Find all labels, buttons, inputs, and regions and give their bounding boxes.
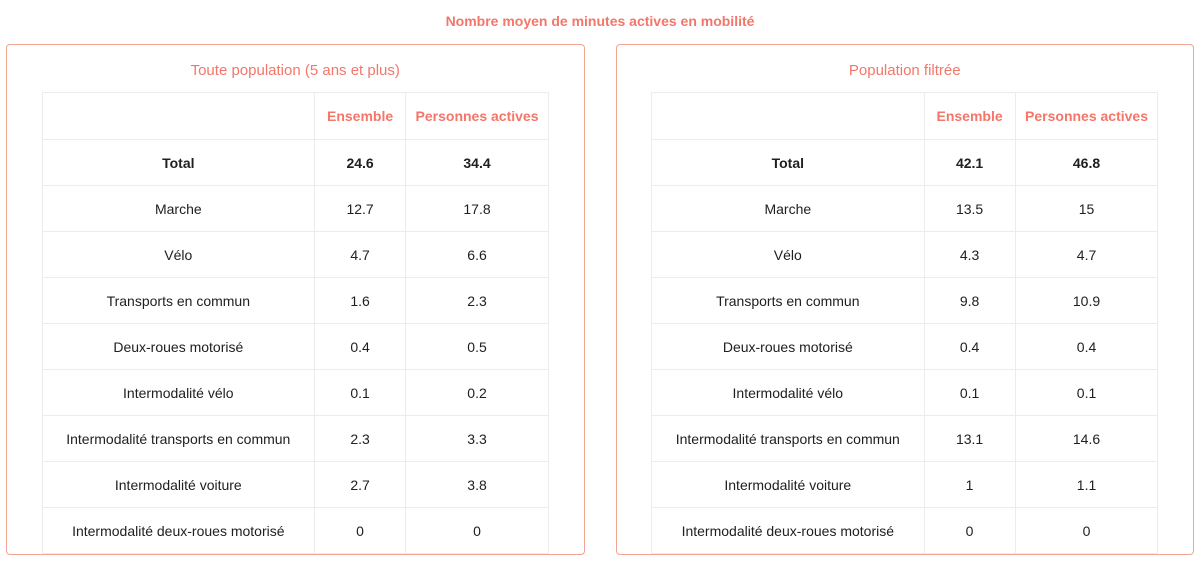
value-cell: 6.6: [405, 231, 549, 278]
value-cell: 46.8: [1014, 139, 1159, 186]
value-cell: 4.3: [923, 231, 1016, 278]
value-cell: 17.8: [405, 185, 549, 232]
value-cell: 0: [1014, 507, 1159, 554]
table-row: Transports en commun 9.8 10.9: [651, 277, 1159, 324]
row-label-cell: Transports en commun: [651, 277, 925, 324]
row-label-cell: Intermodalité voiture: [41, 461, 316, 508]
value-cell: 0: [923, 507, 1016, 554]
row-label-cell: Total: [651, 139, 925, 186]
table-row: Intermodalité vélo 0.1 0.2: [41, 369, 549, 416]
panel-title-toute-population: Toute population (5 ans et plus): [190, 62, 400, 79]
table-row: Vélo 4.3 4.7: [651, 231, 1159, 278]
row-label-cell: Intermodalité deux-roues motorisé: [41, 507, 316, 554]
value-cell: 10.9: [1014, 277, 1159, 324]
row-label-cell: Intermodalité transports en commun: [651, 415, 925, 462]
row-label-cell: Marche: [41, 185, 316, 232]
table-row: Intermodalité vélo 0.1 0.1: [651, 369, 1159, 416]
table-row: Marche 13.5 15: [651, 185, 1159, 232]
row-label-cell: Deux-roues motorisé: [41, 323, 316, 370]
value-cell: 0.4: [923, 323, 1016, 370]
value-cell: 4.7: [1014, 231, 1159, 278]
value-cell: 15: [1014, 185, 1159, 232]
value-cell: 2.7: [313, 461, 407, 508]
table-row: Total 24.6 34.4: [41, 139, 549, 186]
panel-toute-population: Toute population (5 ans et plus) Ensembl…: [6, 44, 585, 555]
value-cell: 24.6: [313, 139, 407, 186]
value-cell: 0: [313, 507, 407, 554]
value-cell: 0.4: [313, 323, 407, 370]
row-label-cell: Total: [41, 139, 316, 186]
table-header-row: Ensemble Personnes actives: [41, 92, 549, 140]
row-label-cell: Vélo: [651, 231, 925, 278]
table-row: Deux-roues motorisé 0.4 0.4: [651, 323, 1159, 370]
row-label-cell: Transports en commun: [41, 277, 316, 324]
panel-title-population-filtree: Population filtrée: [848, 62, 961, 79]
row-label-cell: Deux-roues motorisé: [651, 323, 925, 370]
value-cell: 0.5: [405, 323, 549, 370]
value-cell: 0.4: [1014, 323, 1159, 370]
empty-header-cell: [651, 92, 925, 140]
column-header-personnes-actives: Personnes actives: [405, 92, 549, 140]
table-row: Intermodalité transports en commun 13.1 14…: [651, 415, 1159, 462]
row-label-cell: Intermodalité transports en commun: [41, 415, 316, 462]
panels-container: Toute population (5 ans et plus) Ensembl…: [0, 44, 1200, 555]
value-cell: 1.1: [1014, 461, 1159, 508]
table-row: Intermodalité transports en commun 2.3 3.3: [41, 415, 549, 462]
column-header-ensemble: Ensemble: [923, 92, 1016, 140]
table-row: Deux-roues motorisé 0.4 0.5: [41, 323, 549, 370]
value-cell: 13.5: [923, 185, 1016, 232]
table-row: Vélo 4.7 6.6: [41, 231, 549, 278]
value-cell: 0.1: [923, 369, 1016, 416]
value-cell: 1.6: [313, 277, 407, 324]
value-cell: 2.3: [313, 415, 407, 462]
table-toute-population: Ensemble Personnes actives Total 24.6 34.4…: [41, 92, 549, 554]
value-cell: 14.6: [1014, 415, 1159, 462]
value-cell: 13.1: [923, 415, 1016, 462]
value-cell: 0: [405, 507, 549, 554]
column-header-ensemble: Ensemble: [313, 92, 407, 140]
table-row: Transports en commun 1.6 2.3: [41, 277, 549, 324]
row-label-cell: Intermodalité deux-roues motorisé: [651, 507, 925, 554]
table-row: Intermodalité voiture 2.7 3.8: [41, 461, 549, 508]
value-cell: 9.8: [923, 277, 1016, 324]
value-cell: 0.2: [405, 369, 549, 416]
table-row: Intermodalité voiture 1 1.1: [651, 461, 1159, 508]
value-cell: 2.3: [405, 277, 549, 324]
value-cell: 12.7: [313, 185, 407, 232]
table-row: Total 42.1 46.8: [651, 139, 1159, 186]
table-row: Intermodalité deux-roues motorisé 0 0: [41, 507, 549, 554]
column-header-personnes-actives: Personnes actives: [1014, 92, 1159, 140]
panel-population-filtree: Population filtrée Ensemble Personnes ac…: [615, 44, 1194, 555]
value-cell: 42.1: [923, 139, 1016, 186]
row-label-cell: Intermodalité vélo: [41, 369, 316, 416]
empty-header-cell: [41, 92, 316, 140]
value-cell: 4.7: [313, 231, 407, 278]
row-label-cell: Intermodalité vélo: [651, 369, 925, 416]
table-row: Marche 12.7 17.8: [41, 185, 549, 232]
row-label-cell: Marche: [651, 185, 925, 232]
table-row: Intermodalité deux-roues motorisé 0 0: [651, 507, 1159, 554]
table-header-row: Ensemble Personnes actives: [651, 92, 1159, 140]
page-title: Nombre moyen de minutes actives en mobil…: [445, 13, 755, 29]
value-cell: 0.1: [1014, 369, 1159, 416]
table-population-filtree: Ensemble Personnes actives Total 42.1 46.8…: [651, 92, 1159, 554]
value-cell: 3.3: [405, 415, 549, 462]
row-label-cell: Vélo: [41, 231, 316, 278]
value-cell: 3.8: [405, 461, 549, 508]
value-cell: 1: [923, 461, 1016, 508]
row-label-cell: Intermodalité voiture: [651, 461, 925, 508]
value-cell: 34.4: [405, 139, 549, 186]
value-cell: 0.1: [313, 369, 407, 416]
